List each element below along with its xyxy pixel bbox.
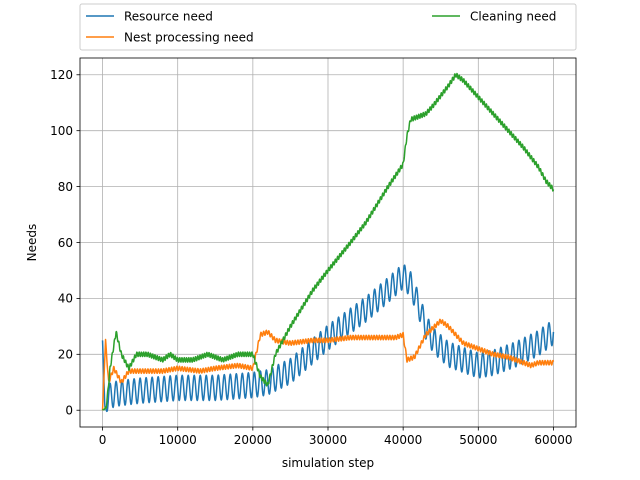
x-tick-label: 50000 — [459, 433, 497, 447]
x-tick-label: 40000 — [384, 433, 422, 447]
grid — [80, 58, 576, 427]
x-axis-label: simulation step — [282, 456, 374, 470]
y-tick-label: 60 — [58, 236, 73, 250]
y-tick-label: 120 — [50, 68, 73, 82]
x-tick-label: 0 — [99, 433, 107, 447]
x-tick-label: 60000 — [534, 433, 572, 447]
legend-label-resource: Resource need — [124, 10, 213, 24]
series-lines — [101, 72, 555, 413]
axis-ticks: 0 10000 20000 30000 40000 50000 60000 0 20 40 60 80… — [50, 68, 572, 447]
x-tick-label: 10000 — [159, 433, 197, 447]
legend: Resource need Nest processing need Clean… — [79, 3, 577, 51]
y-tick-label: 20 — [58, 348, 73, 362]
x-tick-label: 20000 — [234, 433, 272, 447]
series-resource-need — [101, 264, 555, 413]
y-axis-label: Needs — [25, 224, 39, 262]
legend-label-cleaning: Cleaning need — [470, 10, 556, 24]
x-tick-label: 30000 — [309, 433, 347, 447]
y-tick-label: 80 — [58, 180, 73, 194]
legend-label-nest: Nest processing need — [124, 31, 254, 45]
y-tick-label: 0 — [65, 404, 73, 418]
y-tick-label: 40 — [58, 292, 73, 306]
series-nest-processing-need — [101, 318, 555, 411]
series-cleaning-need — [102, 72, 555, 411]
y-tick-label: 100 — [50, 124, 73, 138]
